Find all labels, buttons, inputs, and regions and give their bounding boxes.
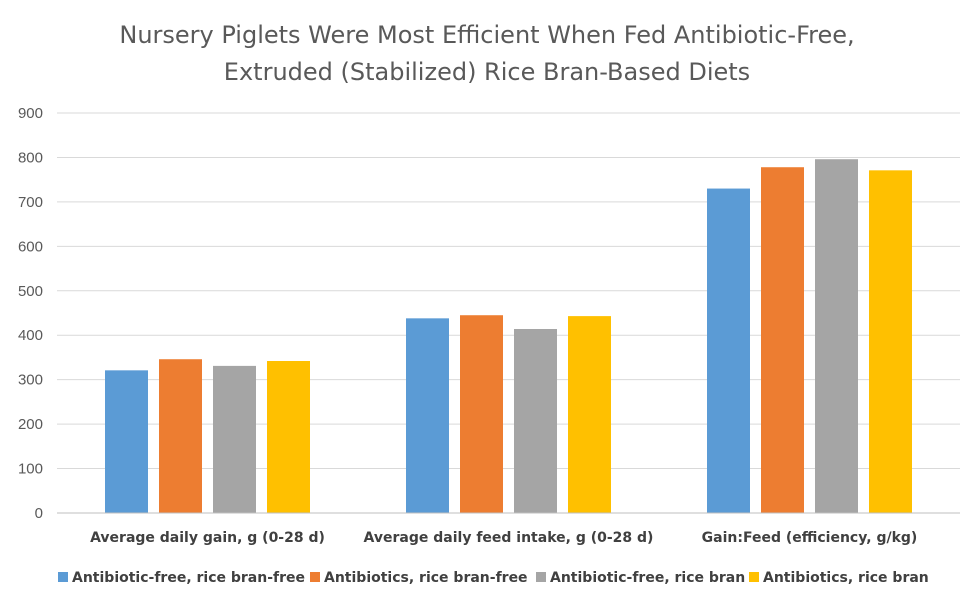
- y-tick-label: 800: [18, 149, 43, 166]
- legend-label: Antibiotic-free, rice bran-free: [72, 570, 305, 586]
- x-category-label: Average daily gain, g (0-28 d): [90, 530, 325, 546]
- legend-swatch: [536, 572, 546, 582]
- legend: Antibiotic-free, rice bran-free Antibioti…: [58, 570, 929, 586]
- y-tick-label: 700: [18, 194, 43, 211]
- y-tick-label: 900: [18, 105, 43, 122]
- y-tick-label: 200: [18, 416, 43, 433]
- bar: [568, 316, 611, 513]
- bar: [105, 370, 148, 513]
- y-tick-label: 0: [35, 505, 43, 522]
- y-tick-label: 300: [18, 372, 43, 389]
- y-tick-label: 100: [18, 461, 43, 478]
- legend-label: Antibiotic-free, rice bran: [550, 570, 745, 586]
- bars: [105, 159, 912, 514]
- legend-label: Antibiotics, rice bran-free: [324, 570, 528, 586]
- x-category-label: Gain:Feed (efficiency, g/kg): [702, 530, 918, 546]
- chart-title-line-1: Nursery Piglets Were Most Efficient When…: [119, 21, 854, 49]
- legend-swatch: [58, 572, 68, 582]
- bar: [159, 359, 202, 513]
- chart-title: Nursery Piglets Were Most Efficient When…: [119, 21, 854, 86]
- y-axis-tick-labels: 0 100 200 300 400 500 600 700 800 900: [18, 105, 43, 522]
- legend-label: Antibiotics, rice bran: [763, 570, 929, 586]
- legend-swatch: [310, 572, 320, 582]
- bar: [406, 318, 449, 513]
- x-axis-category-labels: Average daily gain, g (0-28 d) Average da…: [90, 530, 917, 546]
- x-category-label: Average daily feed intake, g (0-28 d): [364, 530, 654, 546]
- y-tick-label: 400: [18, 327, 43, 344]
- bar: [815, 159, 858, 513]
- y-tick-label: 600: [18, 238, 43, 255]
- y-tick-label: 500: [18, 283, 43, 300]
- bar: [267, 361, 310, 513]
- bar: [213, 365, 256, 513]
- bar: [707, 188, 750, 514]
- bar: [761, 167, 804, 513]
- legend-swatch: [749, 572, 759, 582]
- chart-title-line-2: Extruded (Stabilized) Rice Bran-Based Di…: [224, 58, 750, 86]
- gridlines: [57, 112, 960, 470]
- bar: [460, 315, 503, 513]
- bar: [869, 170, 912, 514]
- bar: [514, 329, 557, 513]
